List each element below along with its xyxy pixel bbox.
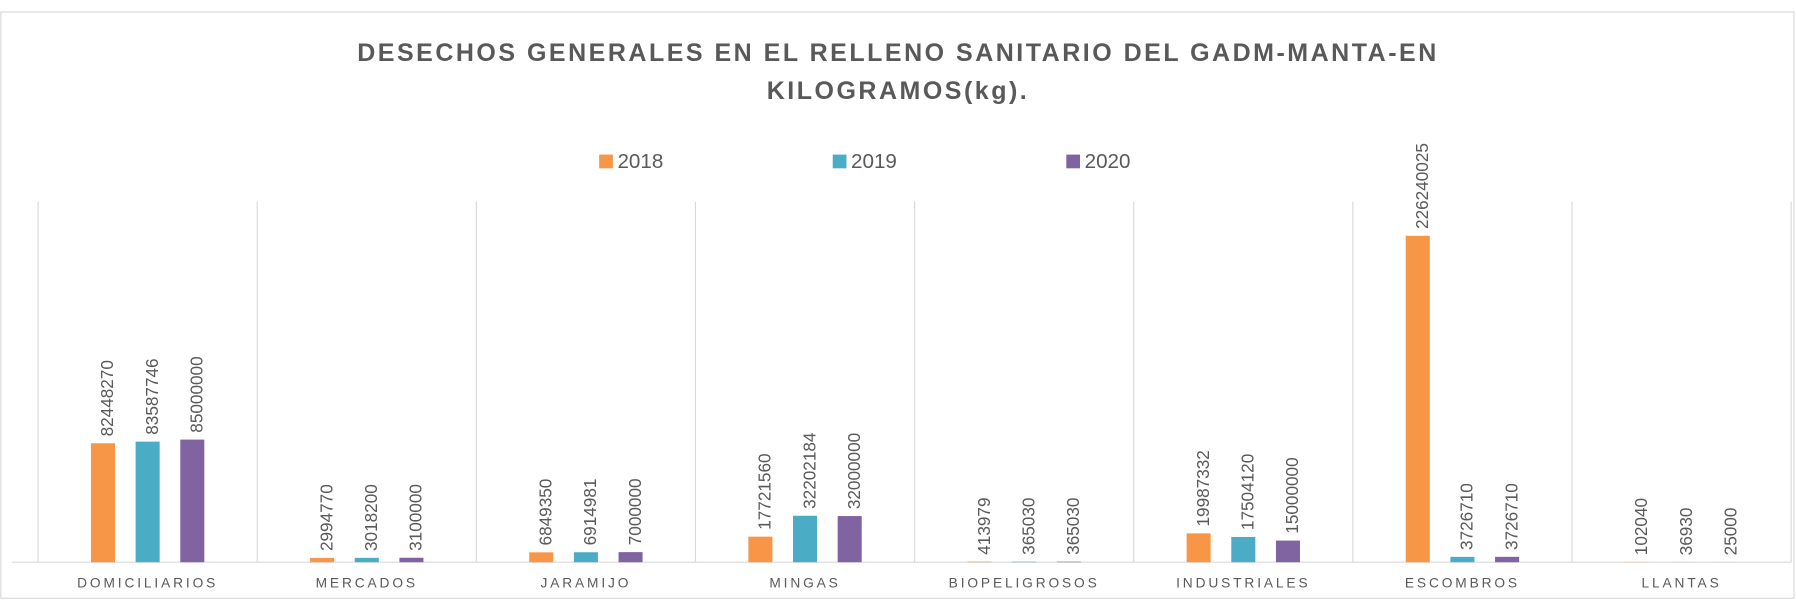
x-tick-label: JARAMIJO — [540, 575, 631, 590]
x-tick-label: INDUSTRIALES — [1176, 575, 1310, 590]
data-label: 17721560 — [755, 453, 775, 529]
bar — [793, 515, 818, 563]
chart-border — [0, 11, 1795, 599]
data-label: 7000000 — [625, 478, 645, 545]
bar — [1275, 540, 1300, 563]
data-label: 19987332 — [1193, 450, 1213, 526]
data-label: 2994770 — [316, 484, 336, 551]
data-label: 3018200 — [361, 484, 381, 551]
data-label: 83587746 — [142, 358, 162, 434]
bar — [1231, 536, 1256, 563]
bar — [135, 441, 160, 563]
x-tick-label: MINGAS — [769, 575, 840, 590]
bar — [529, 552, 554, 563]
data-label: 25000 — [1720, 508, 1740, 556]
bar — [1056, 561, 1081, 563]
legend-label: 2020 — [1085, 150, 1131, 173]
x-tick-label: BIOPELIGROSOS — [949, 575, 1100, 590]
bar — [310, 557, 335, 563]
bar — [1186, 533, 1211, 563]
bar — [1012, 561, 1037, 563]
legend-swatch — [1066, 154, 1081, 169]
data-label: 365030 — [1063, 498, 1083, 555]
data-label: 3100000 — [406, 484, 426, 551]
data-label: 6849350 — [536, 479, 556, 546]
legend-swatch — [832, 154, 847, 169]
data-label: 413979 — [974, 497, 994, 554]
bar — [354, 557, 379, 563]
bar — [90, 443, 116, 563]
bar — [967, 561, 992, 563]
x-tick-label: LLANTAS — [1642, 575, 1722, 590]
data-label: 3726710 — [1501, 483, 1521, 550]
x-tick-label: ESCOMBROS — [1405, 575, 1520, 590]
data-label: 6914981 — [580, 479, 600, 546]
bar — [1450, 556, 1475, 563]
data-label: 15000000 — [1282, 457, 1302, 533]
data-label: 226240025 — [1412, 143, 1432, 229]
legend-label: 2019 — [851, 150, 897, 173]
legend-swatch — [599, 154, 613, 169]
x-tick-label: MERCADOS — [316, 575, 418, 590]
data-label: 82448270 — [97, 360, 117, 436]
data-label: 102040 — [1631, 498, 1651, 555]
bar — [1495, 556, 1520, 563]
x-tick-label: DOMICILIARIOS — [77, 575, 218, 590]
data-label: 85000000 — [187, 356, 207, 432]
chart-title: DESECHOS GENERALES EN EL RELLENO SANITAR… — [357, 39, 1439, 105]
data-label: 36930 — [1676, 508, 1696, 556]
bar — [180, 439, 205, 563]
bar — [748, 536, 773, 563]
bar — [618, 552, 643, 563]
bar — [573, 552, 598, 563]
data-label: 32202184 — [799, 432, 819, 509]
bar — [837, 516, 862, 563]
data-label: 3726710 — [1457, 483, 1477, 550]
bar — [1405, 235, 1430, 563]
data-label: 17504120 — [1238, 454, 1258, 530]
legend-label: 2018 — [617, 150, 663, 173]
bar — [399, 557, 424, 563]
data-label: 365030 — [1018, 498, 1038, 555]
data-label: 32000000 — [844, 433, 864, 509]
